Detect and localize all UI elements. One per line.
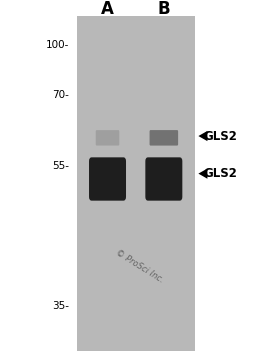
Polygon shape [198, 169, 207, 179]
Text: GLS2: GLS2 [204, 130, 237, 142]
Text: GLS2: GLS2 [204, 167, 237, 180]
Polygon shape [198, 131, 207, 141]
Text: 55-: 55- [52, 161, 69, 171]
Text: © ProSci Inc.: © ProSci Inc. [114, 248, 165, 285]
Text: A: A [101, 0, 114, 18]
FancyBboxPatch shape [77, 16, 195, 351]
FancyBboxPatch shape [145, 158, 182, 200]
FancyBboxPatch shape [150, 130, 178, 146]
FancyBboxPatch shape [89, 158, 126, 200]
Text: 35-: 35- [52, 301, 69, 311]
Text: B: B [157, 0, 170, 18]
Text: 100-: 100- [46, 40, 69, 50]
FancyBboxPatch shape [96, 130, 119, 146]
Text: 70-: 70- [52, 90, 69, 100]
